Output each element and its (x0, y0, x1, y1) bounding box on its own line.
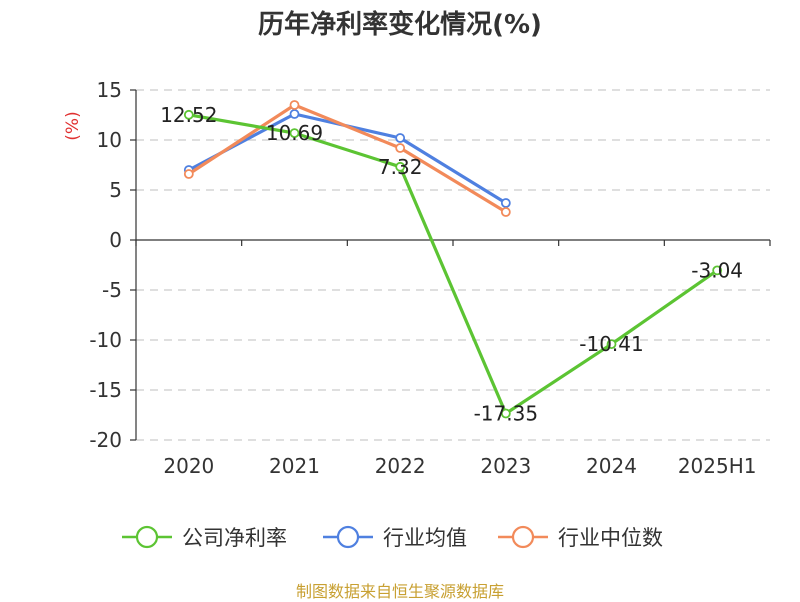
data-label: 7.32 (378, 155, 423, 179)
data-point (606, 339, 617, 350)
x-tick-label: 2025H1 (678, 454, 757, 478)
legend-swatch-marker (336, 525, 360, 549)
legend-label: 行业均值 (383, 526, 467, 550)
data-label: -3.04 (691, 258, 743, 282)
y-tick-label: 0 (109, 228, 122, 252)
x-tick-label: 2024 (586, 454, 637, 478)
legend-swatch-marker (511, 525, 535, 549)
x-tick-label: 2020 (163, 454, 214, 478)
data-point (500, 207, 511, 217)
data-point (712, 265, 723, 276)
data-point (289, 128, 300, 139)
data-point (395, 161, 406, 172)
legend-label: 行业中位数 (558, 526, 663, 550)
data-point (183, 169, 194, 179)
data-point (183, 109, 194, 120)
data-point (395, 133, 406, 143)
y-tick-label: -5 (102, 278, 122, 302)
y-tick-label: -20 (89, 428, 122, 452)
series-line-2 (187, 103, 507, 214)
legend-swatch-marker (135, 525, 159, 549)
data-point (395, 143, 406, 153)
chart-title: 历年净利率变化情况(%) (258, 10, 542, 40)
data-label: 10.69 (266, 121, 323, 145)
data-source-note: 制图数据来自恒生聚源数据库 (295, 582, 504, 601)
y-tick-label: 10 (97, 128, 122, 152)
y-tick-label: 15 (97, 78, 122, 102)
data-label: -17.35 (474, 402, 538, 426)
data-label: -10.41 (579, 332, 643, 356)
y-tick-label: -15 (89, 378, 122, 402)
data-point (289, 100, 300, 110)
legend-label: 公司净利率 (182, 526, 287, 550)
y-tick-label: -10 (89, 328, 122, 352)
y-tick-label: 5 (109, 178, 122, 202)
x-tick-label: 2021 (269, 454, 320, 478)
data-point (289, 109, 300, 119)
y-axis-title: (%) (63, 111, 83, 140)
data-point (500, 408, 511, 419)
x-tick-label: 2022 (375, 454, 426, 478)
x-tick-label: 2023 (480, 454, 531, 478)
data-point (500, 198, 511, 208)
data-label: 12.52 (160, 103, 217, 127)
series-line-0 (188, 113, 719, 416)
